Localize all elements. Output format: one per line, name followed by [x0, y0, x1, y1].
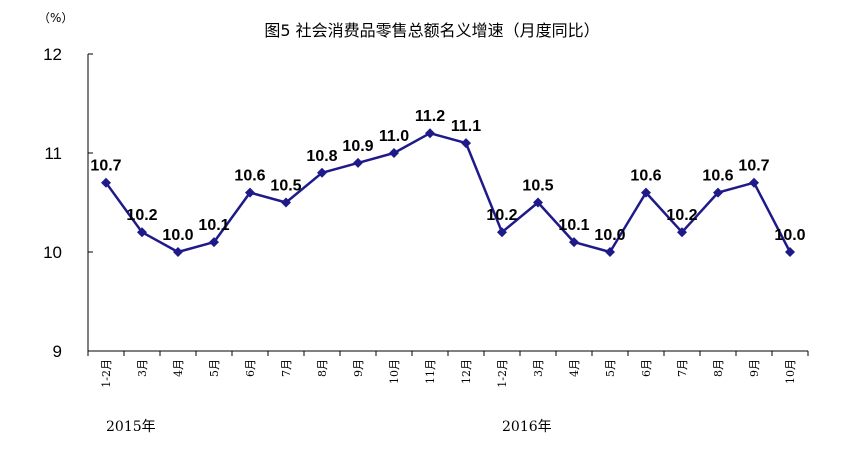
data-label: 10.6 [630, 168, 661, 185]
data-point-marker [137, 227, 147, 238]
x-tick-label: 1-2月 [100, 359, 113, 388]
data-point-marker [749, 177, 759, 188]
y-unit-label: （%） [38, 11, 73, 25]
axes [87, 53, 809, 356]
data-point-marker [569, 237, 579, 248]
data-label: 11.1 [451, 118, 481, 135]
data-label: 11.2 [415, 108, 445, 125]
data-point-marker [497, 227, 507, 238]
data-label: 10.2 [666, 207, 697, 224]
x-tick-label: 8月 [316, 359, 329, 377]
data-label: 11.0 [379, 128, 409, 145]
data-label: 10.8 [306, 148, 337, 165]
data-label: 10.2 [486, 207, 517, 224]
data-point-marker [785, 247, 795, 257]
chart-title: 图5 社会消费品零售总额名义增速（月度同比） [264, 21, 599, 40]
x-tick-label: 12月 [460, 359, 473, 384]
y-tick-label: 10 [43, 243, 62, 262]
y-tick-label: 9 [53, 342, 62, 361]
data-point-marker [317, 167, 327, 178]
x-tick-label: 11月 [424, 359, 437, 384]
year-label: 2015年 [106, 419, 156, 435]
data-point-marker [461, 138, 471, 149]
data-point-marker [173, 247, 183, 257]
data-point-marker [353, 157, 363, 168]
x-tick-label: 7月 [280, 359, 293, 377]
data-label: 10.5 [270, 178, 301, 195]
data-label: 10.7 [738, 158, 769, 175]
x-tick-label: 9月 [748, 359, 761, 377]
x-tick-label: 7月 [676, 359, 689, 377]
data-point-marker [533, 197, 543, 208]
data-point-marker [101, 177, 111, 188]
data-point-marker [713, 187, 723, 198]
x-tick-label: 6月 [244, 359, 257, 377]
x-tick-label: 4月 [568, 359, 581, 377]
data-point-marker [281, 197, 291, 208]
data-point-marker [389, 148, 399, 158]
data-label: 10.1 [198, 217, 229, 234]
data-point-marker [605, 247, 615, 257]
year-labels: 2015年 2016年 [106, 419, 552, 435]
data-label: 10.2 [126, 207, 157, 224]
series-line-group [104, 131, 792, 254]
data-label: 10.1 [558, 217, 589, 234]
x-tick-labels: 1-2月 3月 4月 5月 6月 7月 8月 9月 10月 11月 12月 1-2月 3月 4月 5月 6月 7… [100, 359, 797, 388]
data-markers [101, 128, 795, 257]
x-tick-label: 10月 [388, 359, 401, 384]
data-label: 10.6 [702, 168, 733, 185]
x-tick-label: 5月 [604, 359, 617, 377]
data-label: 10.0 [774, 227, 805, 244]
x-tick-label: 3月 [532, 359, 545, 377]
data-point-marker [641, 187, 651, 198]
data-label: 10.5 [522, 178, 553, 195]
data-label: 10.9 [342, 138, 373, 155]
x-tick-label: 9月 [352, 359, 365, 377]
y-tick-label: 11 [44, 144, 62, 163]
data-label: 10.6 [234, 168, 265, 185]
x-tick-label: 8月 [712, 359, 725, 377]
x-tick-label: 1-2月 [496, 359, 509, 388]
x-tick-label: 10月 [784, 359, 797, 384]
y-tick-labels: 9 10 11 12 [43, 45, 62, 361]
data-labels: 10.7 10.2 10.0 10.1 10.6 10.5 10.8 10.9 11.0 11.2… [90, 108, 805, 244]
x-tick-label: 5月 [208, 359, 221, 377]
data-point-marker [425, 128, 435, 139]
y-tick-label: 12 [43, 45, 62, 64]
data-point-marker [677, 227, 687, 238]
year-label: 2016年 [502, 419, 552, 435]
data-label: 10.0 [594, 227, 625, 244]
data-point-marker [245, 187, 255, 198]
x-tick-label: 4月 [172, 359, 185, 377]
data-label: 10.0 [162, 227, 193, 244]
x-tick-label: 3月 [136, 359, 149, 377]
data-label: 10.7 [90, 158, 121, 175]
data-point-marker [209, 237, 219, 248]
x-tick-label: 6月 [640, 359, 653, 377]
series-line [104, 131, 792, 254]
